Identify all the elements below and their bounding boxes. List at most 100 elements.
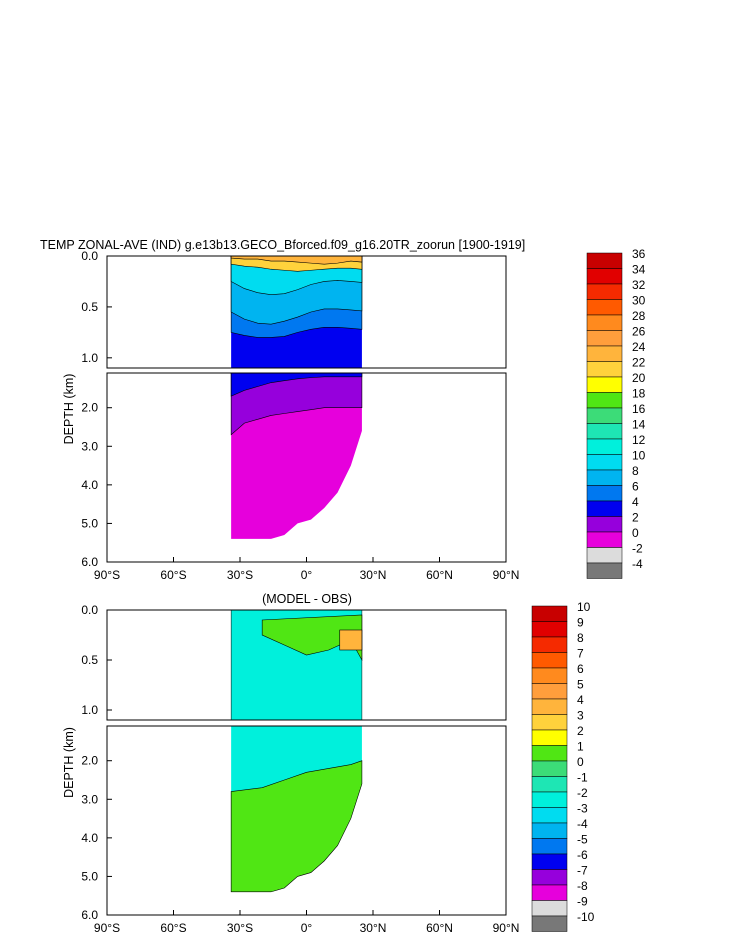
colorbar-label: 22 [632, 356, 646, 370]
x-tick-label: 90°N [493, 921, 520, 935]
x-tick-label: 30°N [360, 568, 387, 582]
colorbar-swatch [586, 562, 623, 579]
colorbar-swatch [586, 252, 623, 269]
colorbar-label: 1 [577, 740, 584, 754]
colorbar-swatch [531, 652, 568, 669]
colorbar-label: 24 [632, 340, 646, 354]
x-tick-label: 90°S [94, 921, 120, 935]
colorbar-swatch [586, 299, 623, 316]
colorbar-swatch [531, 714, 568, 731]
colorbar-label: -8 [577, 879, 588, 893]
colorbar-label: 9 [577, 616, 584, 630]
colorbar-swatch [531, 605, 568, 622]
colorbar-swatch [586, 531, 623, 548]
colorbar-swatch [586, 423, 623, 440]
temp-level-2deg [230, 372, 363, 436]
y-tick-label: 4.0 [81, 831, 98, 845]
colorbar-label: -4 [577, 817, 588, 831]
colorbar-label: 30 [632, 294, 646, 308]
y-tick-label: 4.0 [81, 478, 98, 492]
colorbar-label: 4 [632, 495, 639, 509]
colorbar-swatch [531, 807, 568, 824]
x-tick-label: 30°N [360, 921, 387, 935]
colorbar-label: 32 [632, 278, 646, 292]
x-tick-label: 30°S [227, 921, 253, 935]
colorbar-label: -1 [577, 771, 588, 785]
y-tick-label: 0.0 [81, 603, 98, 617]
colorbar-swatch [586, 268, 623, 285]
x-tick-label: 30°S [227, 568, 253, 582]
colorbar-swatch [586, 485, 623, 502]
colorbar-swatch [531, 745, 568, 762]
chart-panel-1: TEMP ZONAL-AVE (IND) g.e13b13.GECO_Bforc… [40, 238, 646, 582]
colorbar-swatch [531, 853, 568, 870]
y-tick-label: 0.5 [81, 300, 98, 314]
colorbar-label: 0 [632, 526, 639, 540]
colorbar-swatch [531, 636, 568, 653]
colorbar-label: 28 [632, 309, 646, 323]
colorbar-swatch [586, 516, 623, 533]
colorbar-swatch [531, 683, 568, 700]
colorbar-label: 6 [577, 662, 584, 676]
y-tick-label: 3.0 [81, 792, 98, 806]
colorbar-label: -5 [577, 833, 588, 847]
x-tick-label: 0° [301, 921, 313, 935]
temp-level-4deg [230, 372, 363, 397]
y-tick-label: 6.0 [81, 555, 98, 569]
colorbar-label: -2 [632, 542, 643, 556]
colorbar-swatch [586, 438, 623, 455]
x-tick-label: 0° [301, 568, 313, 582]
colorbar-label: 12 [632, 433, 646, 447]
chart-panel-2: (MODEL - OBS) 0.0 0.5 1.0 2.0 3.0 4.0 5.0 6.0 DEP… [62, 592, 595, 935]
colorbar-label: 4 [577, 693, 584, 707]
chart-title: TEMP ZONAL-AVE (IND) g.e13b13.GECO_Bforc… [40, 238, 525, 252]
colorbar-swatch [586, 330, 623, 347]
colorbar-swatch [586, 376, 623, 393]
colorbar-label: 26 [632, 325, 646, 339]
colorbar-swatch [531, 822, 568, 839]
colorbar-swatch [586, 547, 623, 564]
x-tick-label: 90°N [493, 568, 520, 582]
colorbar-label: 20 [632, 371, 646, 385]
temp-level-0 [230, 255, 363, 265]
colorbar-label: -10 [577, 910, 595, 924]
anom-region-lower [230, 760, 363, 893]
colorbar-swatch [531, 869, 568, 886]
colorbar-swatch [531, 667, 568, 684]
chart-title: (MODEL - OBS) [262, 592, 352, 606]
colorbar-label: 2 [632, 511, 639, 525]
colorbar-label: 2 [577, 724, 584, 738]
colorbar-label: 3 [577, 709, 584, 723]
y-tick-label: 6.0 [81, 908, 98, 922]
colorbar-swatch [531, 729, 568, 746]
colorbar-label: 14 [632, 418, 646, 432]
colorbar-swatch [586, 314, 623, 331]
y-tick-label: 5.0 [81, 516, 98, 530]
x-tick-label: 90°S [94, 568, 120, 582]
y-tick-label: 1.0 [81, 351, 98, 365]
colorbar-swatch [586, 392, 623, 409]
y-tick-label: 1.0 [81, 703, 98, 717]
upper-frame [106, 609, 507, 721]
colorbar-swatch [531, 791, 568, 808]
colorbar-swatch [531, 776, 568, 793]
colorbar-label: 16 [632, 402, 646, 416]
colorbar-label: 34 [632, 263, 646, 277]
colorbar-swatch [531, 900, 568, 917]
colorbar-label: 36 [632, 247, 646, 261]
colorbar-swatch [531, 915, 568, 932]
colorbar-swatch [531, 621, 568, 638]
colorbar-label: 0 [577, 755, 584, 769]
colorbar-swatch [586, 407, 623, 424]
y-tick-label: 3.0 [81, 439, 98, 453]
colorbar-swatch [586, 345, 623, 362]
upper-frame [106, 255, 507, 369]
colorbar-swatch [531, 838, 568, 855]
colorbar-swatch [586, 454, 623, 471]
colorbar-label: 7 [577, 647, 584, 661]
colorbar-swatch [586, 283, 623, 300]
y-axis-label: DEPTH (km) [62, 727, 76, 798]
anom-region-warm [339, 629, 363, 651]
colorbar-swatch [586, 500, 623, 517]
